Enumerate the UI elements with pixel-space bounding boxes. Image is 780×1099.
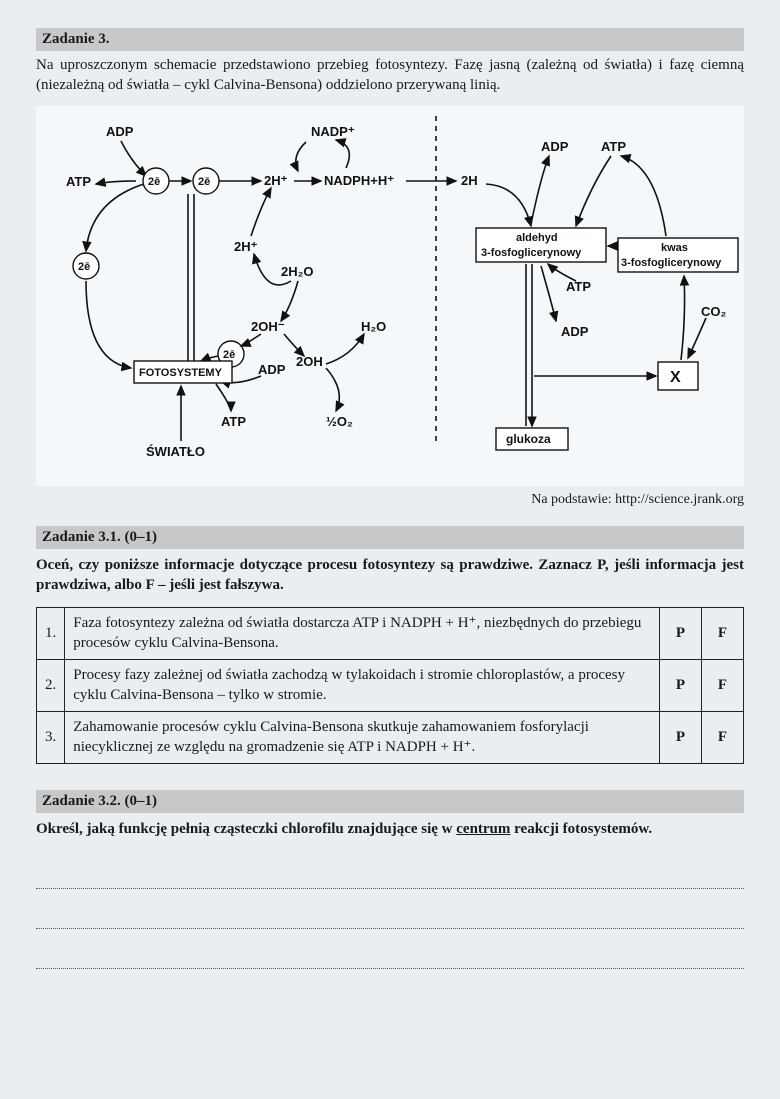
label-atp-r2: ATP	[566, 279, 591, 294]
label-2ohminus: 2OH⁻	[251, 319, 285, 334]
label-2e-3: 2ē	[78, 261, 90, 273]
label-co2: CO₂	[701, 304, 727, 319]
label-aldehyd-2: 3-fosfoglicerynowy	[481, 247, 582, 259]
true-false-table: 1. Faza fotosyntezy zależna od światła d…	[36, 607, 744, 764]
label-kwas-1: kwas	[661, 242, 688, 254]
label-atp-right: ATP	[601, 139, 626, 154]
task31-instruction: Oceń, czy poniższe informacje dotyczące …	[36, 555, 744, 596]
answer-line[interactable]	[36, 939, 744, 969]
answer-line[interactable]	[36, 859, 744, 889]
row-number: 1.	[37, 608, 65, 660]
row-text: Procesy fazy zależnej od światła zachodz…	[65, 660, 660, 712]
photosynthesis-diagram: ADP ATP 2ē 2ē 2H⁺ NADP⁺ NADPH+H⁺ 2ē 2H⁺ …	[36, 106, 744, 486]
task3-header: Zadanie 3.	[36, 28, 744, 51]
label-adp-mid: ADP	[258, 362, 286, 377]
table-row: 1. Faza fotosyntezy zależna od światła d…	[37, 608, 744, 660]
label-adp-r2: ADP	[561, 324, 589, 339]
row-text: Faza fotosyntezy zależna od światła dost…	[65, 608, 660, 660]
option-p[interactable]: P	[660, 712, 702, 764]
q32-centrum: centrum	[456, 821, 510, 837]
label-h2o: H₂O	[361, 319, 386, 334]
option-f[interactable]: F	[702, 608, 744, 660]
label-2h-right: 2H	[461, 173, 478, 188]
label-kwas-2: 3-fosfoglicerynowy	[621, 257, 722, 269]
label-fotosystemy: FOTOSYSTEMY	[139, 367, 223, 379]
option-f[interactable]: F	[702, 660, 744, 712]
task32-header: Zadanie 3.2. (0–1)	[36, 790, 744, 813]
option-p[interactable]: P	[660, 608, 702, 660]
label-adp-right: ADP	[541, 139, 569, 154]
label-2oh: 2OH	[296, 354, 323, 369]
answer-line[interactable]	[36, 899, 744, 929]
row-text: Zahamowanie procesów cyklu Calvina-Benso…	[65, 712, 660, 764]
q32-post: reakcji fotosystemów.	[510, 821, 652, 837]
label-2hplus-1: 2H⁺	[264, 173, 288, 188]
row-number: 3.	[37, 712, 65, 764]
label-aldehyd-1: aldehyd	[516, 232, 558, 244]
label-atp-mid: ATP	[221, 414, 246, 429]
label-2e-2: 2ē	[198, 176, 210, 188]
option-p[interactable]: P	[660, 660, 702, 712]
label-nadp: NADP⁺	[311, 124, 355, 139]
label-glukoza: glukoza	[506, 432, 551, 446]
label-2h2o: 2H₂O	[281, 264, 314, 279]
label-swiatlo: ŚWIATŁO	[146, 444, 205, 459]
task32-question: Określ, jaką funkcję pełnią cząsteczki c…	[36, 819, 744, 839]
q32-pre: Określ, jaką funkcję pełnią cząsteczki c…	[36, 821, 456, 837]
table-row: 3. Zahamowanie procesów cyklu Calvina-Be…	[37, 712, 744, 764]
option-f[interactable]: F	[702, 712, 744, 764]
label-2e-4: 2ē	[223, 349, 235, 361]
label-adp: ADP	[106, 124, 134, 139]
label-half-o2: ½O₂	[326, 414, 353, 429]
task3-prompt: Na uproszczonym schemacie przedstawiono …	[36, 55, 744, 96]
label-nadph: NADPH+H⁺	[324, 173, 394, 188]
label-2e-1: 2ē	[148, 176, 160, 188]
label-2hplus-2: 2H⁺	[234, 239, 258, 254]
diagram-source: Na podstawie: http://science.jrank.org	[36, 492, 744, 508]
task31-header: Zadanie 3.1. (0–1)	[36, 526, 744, 549]
table-row: 2. Procesy fazy zależnej od światła zach…	[37, 660, 744, 712]
label-atp-left: ATP	[66, 174, 91, 189]
row-number: 2.	[37, 660, 65, 712]
label-x: X	[670, 369, 681, 386]
